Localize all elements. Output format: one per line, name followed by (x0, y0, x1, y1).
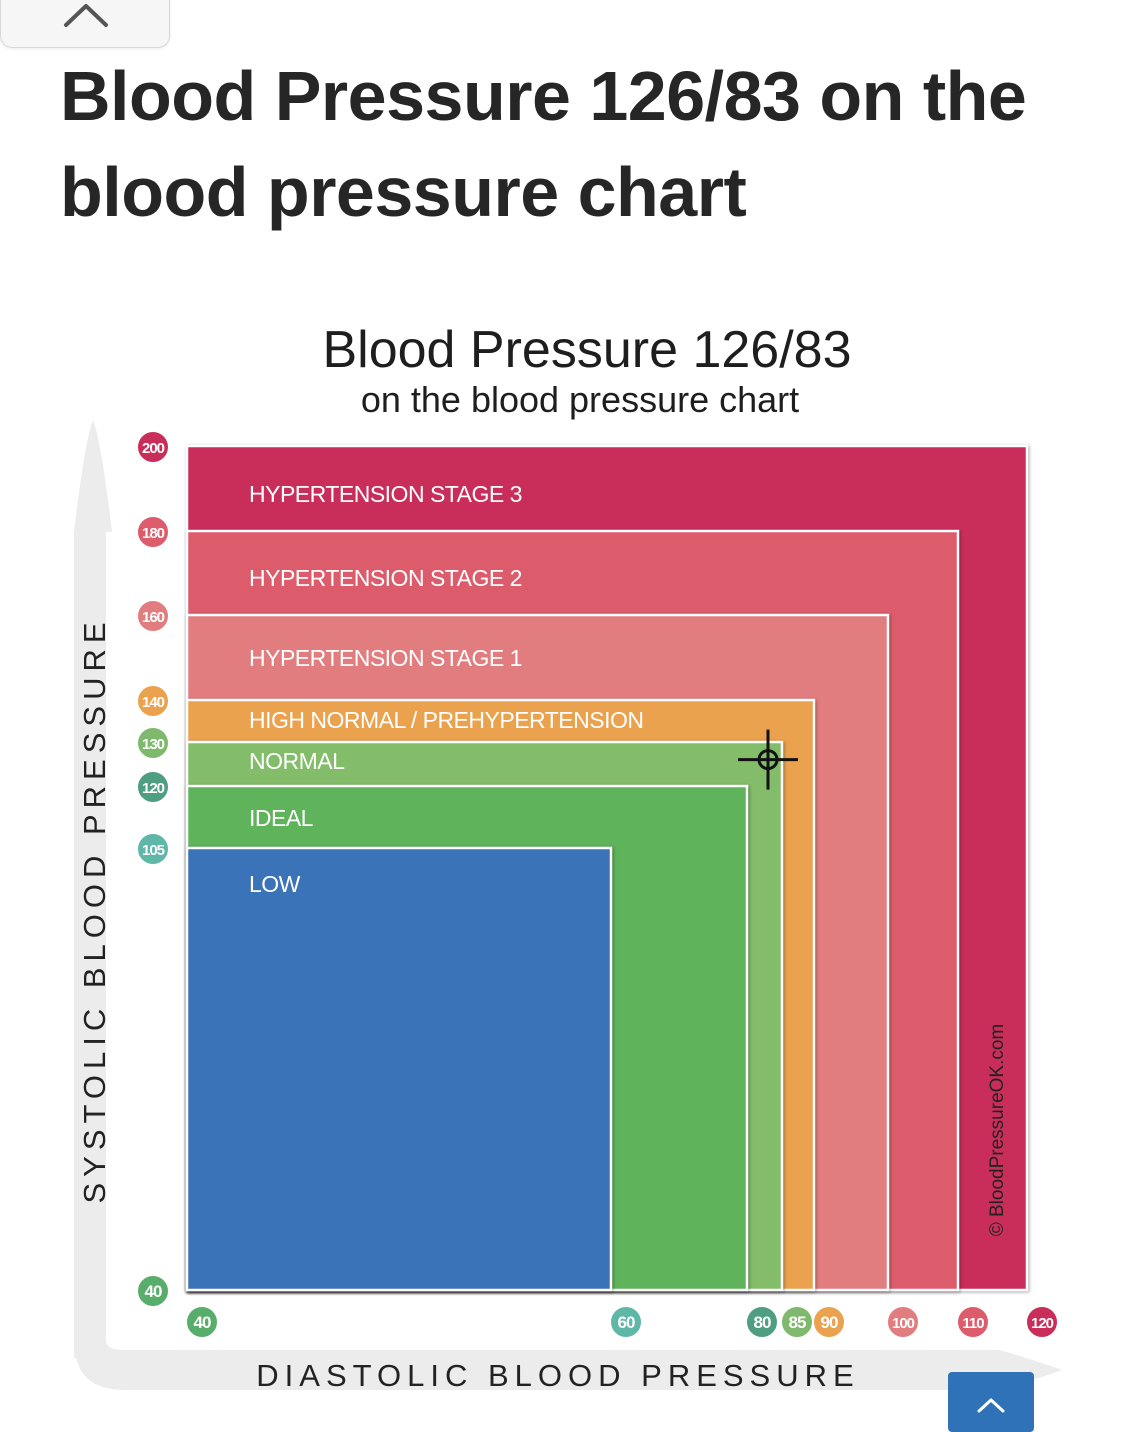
x-tick-85: 85 (789, 1313, 806, 1332)
y-tick-105-bg (136, 832, 170, 866)
zone-label-high-normal-prehypertension: HIGH NORMAL / PREHYPERTENSION (249, 707, 643, 733)
zone-label-ideal: IDEAL (249, 805, 314, 831)
x-tick-100-bg (886, 1305, 920, 1339)
y-tick-130-bg (136, 726, 170, 760)
y-tick-140-bg (136, 684, 170, 718)
zone-low (185, 846, 613, 1292)
close-button[interactable] (0, 0, 170, 48)
y-tick-140: 140 (142, 694, 165, 711)
x-tick-90-bg (812, 1305, 846, 1339)
y-tick-105: 105 (142, 842, 165, 859)
y-tick-180: 180 (142, 525, 165, 542)
y-tick-160: 160 (142, 609, 165, 626)
y-tick-130: 130 (142, 736, 165, 753)
x-tick-60-bg (609, 1305, 643, 1339)
y-tick-200-bg (136, 430, 170, 464)
marker-ring (757, 749, 779, 771)
y-tick-120: 120 (142, 780, 165, 797)
y-axis-label: SYSTOLIC BLOOD PRESSURE (77, 616, 112, 1203)
x-tick-110-bg (956, 1305, 990, 1339)
x-axis-label: DIASTOLIC BLOOD PRESSURE (256, 1358, 859, 1393)
x-tick-100: 100 (892, 1315, 915, 1332)
y-tick-200: 200 (142, 440, 165, 457)
y-tick-40-bg (136, 1274, 170, 1308)
zone-label-normal: NORMAL (249, 748, 345, 774)
page-title: Blood Pressure 126/83 on the blood press… (60, 57, 1027, 231)
scroll-to-top-button[interactable] (948, 1372, 1034, 1432)
x-tick-40-bg (185, 1305, 219, 1339)
x-tick-110: 110 (962, 1315, 984, 1332)
y-tick-160-bg (136, 599, 170, 633)
x-tick-80: 80 (754, 1313, 771, 1332)
y-tick-180-bg (136, 515, 170, 549)
x-tick-90: 90 (821, 1313, 838, 1332)
y-tick-120-bg (136, 770, 170, 804)
y-axis-arrow (74, 420, 112, 1358)
chart-subtitle: on the blood pressure chart (361, 379, 799, 420)
credit-text: © BloodPressureOK.com (987, 1024, 1008, 1237)
zone-label-low: LOW (249, 871, 301, 897)
x-tick-120-bg (1025, 1305, 1059, 1339)
chart-title: Blood Pressure 126/83 (322, 321, 851, 379)
zone-label-hypertension-stage-1: HYPERTENSION STAGE 1 (249, 645, 522, 671)
y-tick-40: 40 (145, 1282, 162, 1301)
x-tick-80-bg (745, 1305, 779, 1339)
chevron-up-icon (64, 4, 108, 27)
chevron-up-icon (977, 1398, 1005, 1413)
x-tick-120: 120 (1031, 1315, 1054, 1332)
x-tick-60: 60 (618, 1313, 635, 1332)
zone-label-hypertension-stage-3: HYPERTENSION STAGE 3 (249, 481, 522, 507)
zone-label-hypertension-stage-2: HYPERTENSION STAGE 2 (249, 565, 522, 591)
x-tick-40: 40 (194, 1313, 211, 1332)
x-axis-arrow (74, 1340, 1062, 1390)
